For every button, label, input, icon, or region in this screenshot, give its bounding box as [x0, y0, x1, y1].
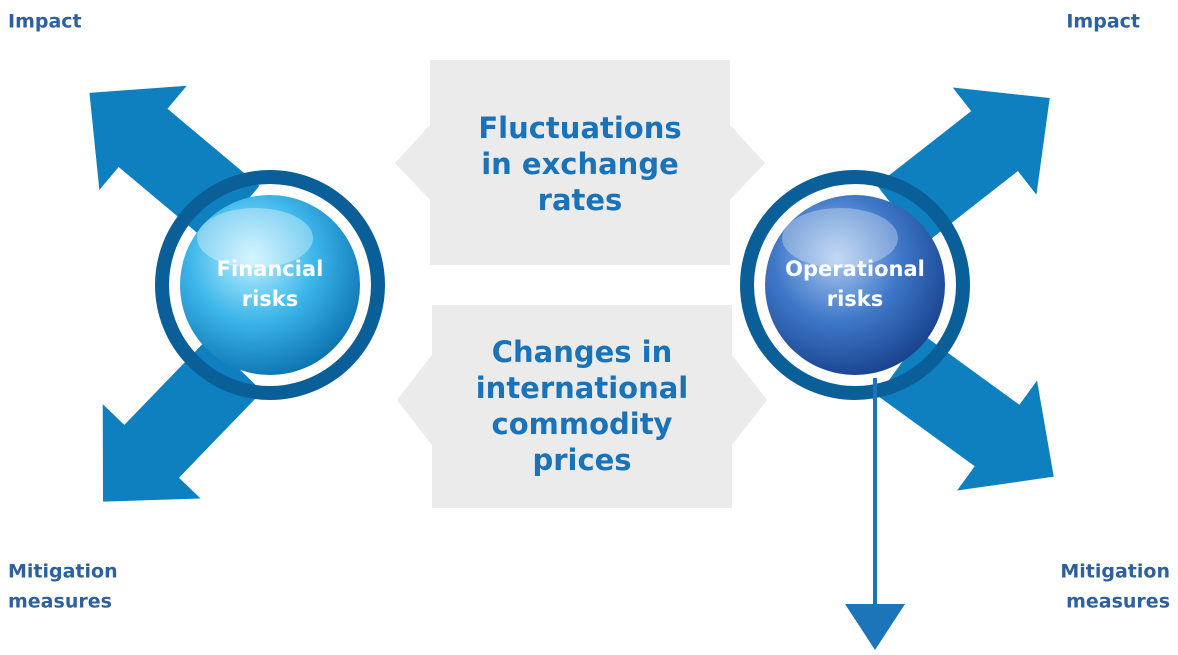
factor-label: international [476, 371, 689, 405]
corner-label: Mitigation [8, 561, 118, 583]
factor-label: prices [532, 443, 631, 477]
factor-label: in exchange [481, 147, 679, 181]
corner-label: Impact [1066, 11, 1140, 33]
corner-label: Impact [8, 11, 82, 33]
factor-label: commodity [492, 407, 673, 441]
sphere-label: Operational [785, 257, 925, 281]
corner-label: Mitigation [1060, 561, 1170, 583]
sphere-label: risks [242, 287, 299, 311]
sphere-label: Financial [217, 257, 324, 281]
factor-label: Changes in [492, 335, 673, 369]
corner-label: measures [1066, 591, 1170, 613]
sphere-label: risks [827, 287, 884, 311]
factor-label: Fluctuations [478, 111, 681, 145]
corner-label: measures [8, 591, 112, 613]
down-arrow-head [845, 604, 905, 650]
factor-label: rates [538, 183, 623, 217]
diagram: Financial risks Operational risks Fluctu… [0, 0, 1178, 655]
